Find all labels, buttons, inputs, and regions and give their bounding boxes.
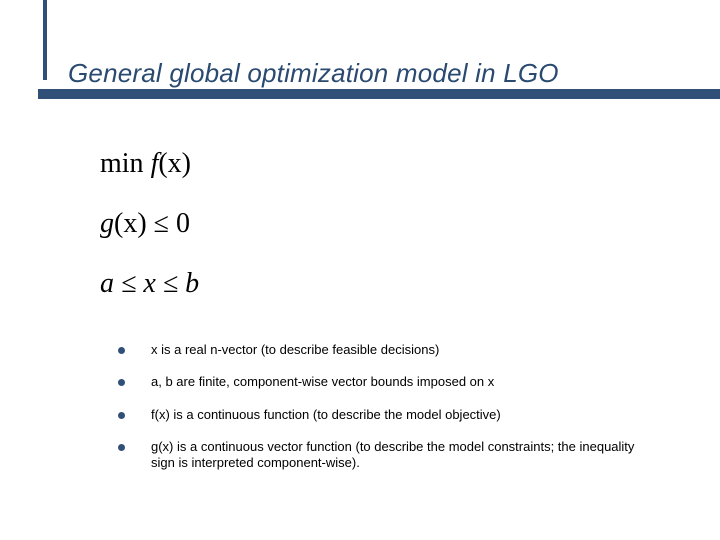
list-item: a, b are finite, component-wise vector b… <box>118 374 640 390</box>
list-item: f(x) is a continuous function (to descri… <box>118 407 640 423</box>
math-min: min <box>100 148 151 179</box>
title-container: General global optimization model in LGO <box>68 30 670 93</box>
list-item: g(x) is a continuous vector function (to… <box>118 439 640 472</box>
math-rel-leq0: ≤ 0 <box>147 208 190 239</box>
math-line-1: min f(x) <box>100 148 670 180</box>
title-underline <box>38 89 720 99</box>
bullet-text-3: f(x) is a continuous function (to descri… <box>151 407 501 423</box>
accent-vertical-bar <box>43 0 47 80</box>
math-line-2: g(x) ≤ 0 <box>100 208 670 240</box>
math-line-3: a ≤ x ≤ b <box>100 268 670 300</box>
bullet-text-1: x is a real n-vector (to describe feasib… <box>151 342 439 358</box>
bullet-icon <box>118 412 125 419</box>
slide: General global optimization model in LGO… <box>0 0 720 540</box>
math-arg-x1: (x) <box>158 148 191 179</box>
math-fn-g: g <box>100 208 114 239</box>
math-bounds: a ≤ x ≤ b <box>100 268 199 299</box>
bullet-list: x is a real n-vector (to describe feasib… <box>118 342 640 471</box>
math-arg-x2: (x) <box>114 208 147 239</box>
slide-title: General global optimization model in LGO <box>68 58 670 93</box>
bullet-icon <box>118 444 125 451</box>
math-block: min f(x) g(x) ≤ 0 a ≤ x ≤ b <box>100 148 670 300</box>
bullet-text-2: a, b are finite, component-wise vector b… <box>151 374 494 390</box>
bullet-text-4: g(x) is a continuous vector function (to… <box>151 439 640 472</box>
list-item: x is a real n-vector (to describe feasib… <box>118 342 640 358</box>
bullet-icon <box>118 379 125 386</box>
bullet-icon <box>118 347 125 354</box>
